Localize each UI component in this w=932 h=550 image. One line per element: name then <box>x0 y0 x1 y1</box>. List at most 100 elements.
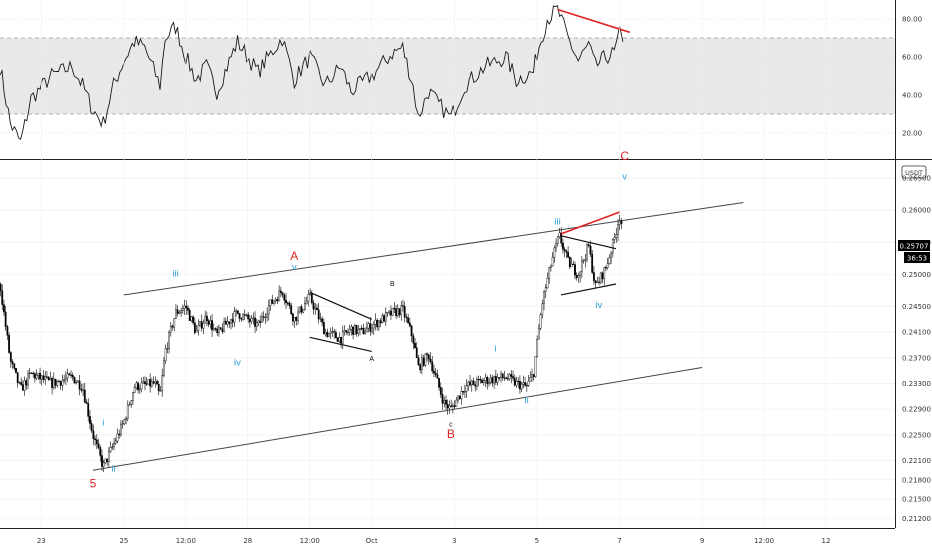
candle <box>95 434 98 450</box>
candle-body <box>89 416 91 424</box>
candle <box>235 308 238 317</box>
candle-body <box>448 405 451 409</box>
candle <box>443 396 446 408</box>
candle-body <box>21 384 24 391</box>
price-tick-label: 0.24500 <box>902 303 931 311</box>
candle-body <box>159 390 162 392</box>
candle <box>371 323 373 334</box>
candle-body <box>575 274 578 278</box>
candle-body <box>214 328 217 330</box>
time-axis[interactable]: 23 25 12:00 28 12:00 Oct 3 5 7 9 12:00 12 <box>37 537 831 545</box>
candle-body <box>445 400 447 405</box>
candle-body <box>102 462 105 467</box>
candle-body <box>187 307 189 311</box>
candle <box>489 374 492 385</box>
candle <box>242 313 244 321</box>
triangle-b-wave-upper <box>309 291 372 320</box>
candle <box>132 391 134 406</box>
candle <box>200 314 203 332</box>
candle-body <box>534 356 537 378</box>
candle <box>532 373 535 381</box>
time-tick-label: 9 <box>700 537 704 545</box>
candle-body <box>133 387 136 393</box>
candle <box>512 370 514 382</box>
candle <box>169 322 172 337</box>
candle-body <box>512 376 514 379</box>
candle-body <box>283 294 286 301</box>
candle-body <box>171 325 174 328</box>
time-tick-label: 12:00 <box>754 537 774 545</box>
wave-label-major: C <box>620 149 629 163</box>
wave-label-major: A <box>290 249 298 263</box>
candle <box>348 324 351 336</box>
candle-body <box>138 388 141 391</box>
candle <box>187 305 189 315</box>
candle-body <box>168 331 170 349</box>
candle-body <box>54 378 57 386</box>
candle-body <box>16 372 19 383</box>
candle-body <box>348 329 351 333</box>
candle <box>63 374 66 384</box>
candle-body <box>274 299 277 302</box>
candle-body <box>324 331 327 335</box>
candle <box>599 272 602 285</box>
candle <box>97 438 100 450</box>
candle-body <box>223 321 225 332</box>
candle <box>450 399 453 408</box>
candle-body <box>586 244 588 260</box>
candle-body <box>37 372 40 376</box>
candle <box>433 364 435 378</box>
candle <box>288 301 291 309</box>
candle-body <box>584 258 587 261</box>
candle-body <box>513 377 516 386</box>
candle-body <box>610 252 613 258</box>
candle-body <box>457 395 459 401</box>
triangle-patterns <box>309 235 617 353</box>
rsi-axis[interactable]: 80.00 60.00 40.00 20.00 <box>902 16 922 138</box>
candle <box>114 437 117 445</box>
candle-body <box>450 405 453 407</box>
candle-body <box>90 423 93 432</box>
time-tick-label: 7 <box>617 537 621 545</box>
candle-body <box>295 316 298 321</box>
candle-body <box>482 380 485 384</box>
candle <box>150 377 153 388</box>
candle-body <box>125 418 127 421</box>
candle <box>575 272 578 281</box>
candle-body <box>350 326 353 330</box>
candle <box>536 335 539 358</box>
candle <box>271 294 274 305</box>
candle <box>496 373 499 386</box>
candle <box>421 353 423 375</box>
candle <box>340 336 342 349</box>
currency-badge[interactable] <box>901 165 927 179</box>
candle-body <box>421 357 423 371</box>
candle <box>338 332 341 344</box>
price-divergence-line <box>560 211 620 235</box>
candle-body <box>608 257 611 264</box>
candle-body <box>235 310 238 312</box>
candle-body <box>322 322 325 335</box>
candle-body <box>508 374 511 380</box>
price-axis[interactable]: USDT 0.265000.260000.255000.250000.24500… <box>901 165 931 523</box>
candle-body <box>484 377 487 382</box>
candle <box>228 321 231 329</box>
candle <box>505 376 508 380</box>
candle-body <box>589 245 592 255</box>
candle <box>598 276 600 286</box>
candle-body <box>25 380 28 386</box>
candle-body <box>532 374 535 378</box>
candle-body <box>611 239 614 254</box>
candle <box>543 290 545 311</box>
candle-body <box>121 423 124 425</box>
candle-body <box>178 312 181 314</box>
candle-body <box>126 404 129 419</box>
candle <box>568 256 571 270</box>
candle <box>391 307 394 317</box>
candle <box>304 296 306 311</box>
candle <box>211 313 213 338</box>
candle-body <box>340 337 342 344</box>
candle <box>231 313 234 328</box>
candle-body <box>116 433 119 442</box>
candle <box>295 316 298 326</box>
